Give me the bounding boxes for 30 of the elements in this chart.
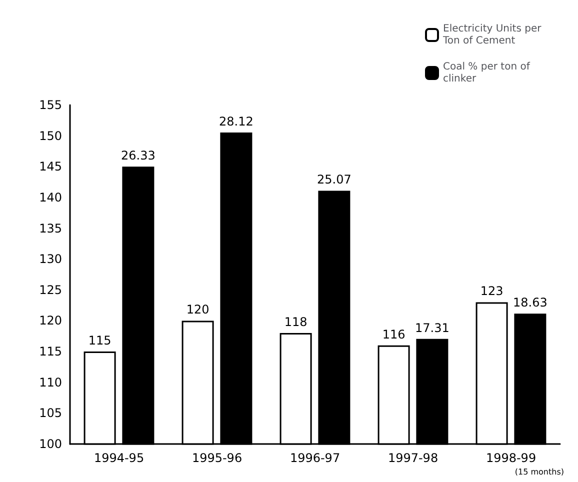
x-tick-label: 1996-97 [290, 451, 340, 465]
legend-label: Electricity Units per Ton of Cement [442, 24, 544, 46]
x-tick-label: 1997-98 [388, 451, 438, 465]
x-tick-label: 1994-95 [94, 451, 144, 465]
data-label: 116 [382, 327, 406, 342]
y-tick-label: 135 [39, 221, 62, 236]
data-label: 17.31 [415, 320, 450, 335]
y-tick-label: 125 [39, 282, 62, 297]
data-label: 28.12 [219, 114, 254, 128]
y-tick-label: 155 [39, 98, 62, 112]
y-tick-label: 110 [39, 375, 62, 390]
data-label: 123 [480, 284, 504, 298]
y-tick-label: 105 [39, 406, 62, 420]
y-tick-label: 130 [39, 252, 62, 266]
text: (15 months) [514, 468, 564, 476]
x-tick-label: 1995-96 [192, 451, 242, 465]
data-label: 120 [186, 302, 210, 317]
data-label: 118 [284, 315, 308, 330]
y-tick-label: 115 [39, 344, 62, 359]
y-tick-label: 100 [39, 437, 62, 451]
data-label: 25.07 [317, 172, 352, 187]
x-tick-label: 1998-99 [486, 451, 536, 465]
y-tick-label: 145 [39, 160, 62, 174]
y-tick-label: 140 [39, 190, 62, 204]
data-label: 26.33 [121, 148, 156, 163]
data-label: 18.63 [513, 296, 548, 310]
data-label: 115 [88, 334, 112, 348]
y-tick-label: 120 [39, 314, 62, 328]
legend-label: Coal % per ton of clinker [443, 62, 534, 84]
y-tick-label: 150 [39, 128, 62, 143]
